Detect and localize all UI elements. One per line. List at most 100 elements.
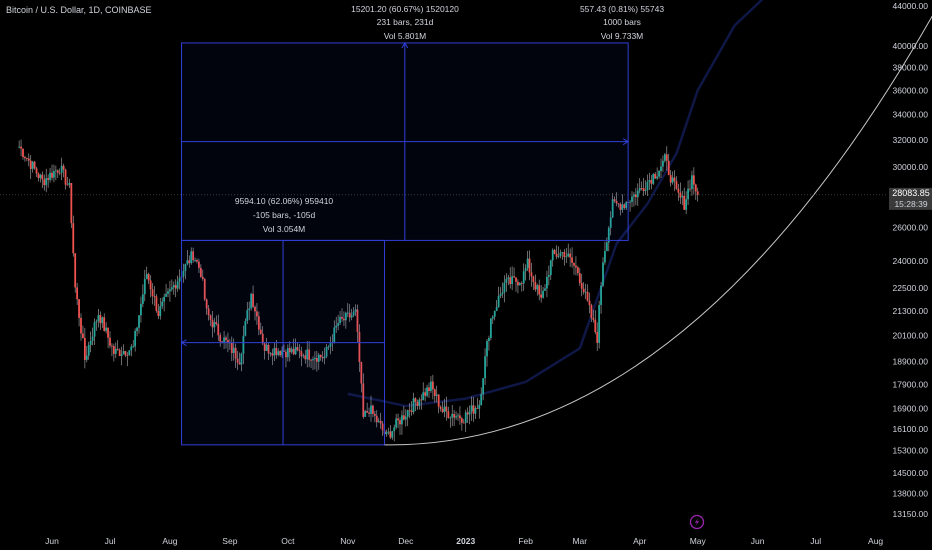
- candle-body: [418, 399, 421, 407]
- candle-body: [91, 336, 94, 341]
- candle-body: [219, 335, 222, 342]
- candle-body: [261, 333, 264, 344]
- candle-body: [294, 347, 297, 355]
- candle-body: [136, 327, 138, 332]
- candle-body: [240, 353, 243, 365]
- candle-body: [410, 410, 413, 413]
- measure-small-line3: Vol 3.054M: [263, 224, 306, 234]
- candle-body: [163, 296, 166, 302]
- parabolic-curve[interactable]: [384, 14, 932, 446]
- candle-body: [130, 346, 133, 351]
- candle-body: [609, 217, 612, 228]
- candle-body: [605, 242, 608, 252]
- candle-body: [300, 351, 303, 357]
- candle-body: [124, 351, 127, 356]
- candle-body: [592, 317, 595, 320]
- candle-body: [613, 199, 616, 202]
- candle-body: [428, 387, 430, 392]
- candle-body: [58, 172, 61, 174]
- candle-body: [277, 351, 280, 355]
- candle-body: [431, 381, 434, 390]
- candle-body: [671, 177, 674, 183]
- time-axis[interactable]: Jun Jul Aug Sep Oct Nov Dec 2023 Feb Mar Apr May Jun…: [45, 536, 883, 546]
- candle-body: [128, 350, 131, 356]
- candle-body: [408, 410, 411, 412]
- candle-body: [265, 344, 268, 351]
- candle-body: [325, 346, 328, 357]
- shadow-series-line: [347, 0, 764, 408]
- candle-body: [540, 294, 543, 298]
- candle-body: [551, 249, 554, 261]
- candle-body: [172, 285, 175, 288]
- candle-body: [186, 260, 189, 265]
- measure-right-line3: Vol 9.733M: [601, 31, 644, 41]
- candle-body: [45, 178, 48, 186]
- candle-body: [634, 194, 637, 198]
- candle-body: [132, 346, 135, 348]
- candle-body: [188, 260, 191, 264]
- candle-body: [460, 418, 463, 423]
- candle-body: [375, 415, 378, 423]
- candle-body: [464, 412, 467, 423]
- candle-body: [317, 354, 320, 362]
- candle-body: [493, 310, 496, 317]
- candle-body: [254, 306, 256, 312]
- price-tick-label: 24000.00: [893, 256, 929, 266]
- candle-body: [256, 311, 258, 317]
- candle-body: [147, 274, 150, 281]
- candle-body: [302, 355, 305, 357]
- candle-body: [211, 319, 214, 328]
- time-tick-label: Jun: [751, 536, 765, 546]
- candle-body: [149, 280, 152, 290]
- candle-body: [484, 356, 486, 379]
- measure-tools[interactable]: [180, 41, 630, 446]
- candle-body: [453, 414, 456, 418]
- candles: [18, 139, 699, 442]
- price-tick-label: 17900.00: [893, 379, 929, 389]
- candle-body: [269, 353, 272, 355]
- candle-body: [205, 299, 208, 309]
- candle-body: [696, 191, 699, 195]
- candle-body: [107, 327, 109, 338]
- candle-body: [685, 199, 688, 210]
- candle-body: [298, 350, 301, 352]
- candle-body: [99, 315, 102, 324]
- price-tick-label: 16900.00: [893, 403, 929, 413]
- candle-body: [462, 422, 465, 424]
- candle-body: [341, 316, 343, 319]
- candle-body: [354, 309, 357, 312]
- candle-body: [526, 258, 529, 269]
- lightning-icon[interactable]: [689, 514, 705, 530]
- candle-body: [561, 252, 564, 253]
- candle-body: [399, 420, 401, 425]
- candle-body: [74, 253, 77, 288]
- candle-body: [167, 291, 169, 294]
- candle-body: [157, 310, 160, 317]
- candle-body: [329, 343, 332, 347]
- time-tick-label: Aug: [162, 536, 177, 546]
- candle-body: [290, 348, 293, 353]
- candle-body: [161, 301, 164, 307]
- candle-body: [314, 357, 316, 360]
- candle-body: [567, 253, 570, 257]
- candle-body: [285, 351, 287, 358]
- candle-body: [683, 195, 686, 210]
- candle-body: [267, 344, 270, 354]
- candle-body: [576, 267, 579, 274]
- candle-body: [174, 285, 177, 289]
- candle-body: [221, 341, 224, 343]
- candle-body: [486, 341, 488, 357]
- candle-body: [143, 279, 146, 295]
- candle-body: [402, 415, 405, 420]
- candle-body: [323, 356, 326, 359]
- candle-body: [455, 416, 457, 418]
- time-tick-label: Jul: [810, 536, 821, 546]
- candle-body: [547, 275, 550, 277]
- candle-body: [451, 414, 454, 418]
- candle-body: [310, 359, 312, 361]
- price-axis[interactable]: 44000.00 40000.00 38000.00 36000.00 34000.00…: [893, 1, 929, 519]
- candle-body: [638, 188, 641, 191]
- candle-body: [673, 177, 676, 182]
- measure-small-line2: -105 bars, -105d: [253, 210, 316, 220]
